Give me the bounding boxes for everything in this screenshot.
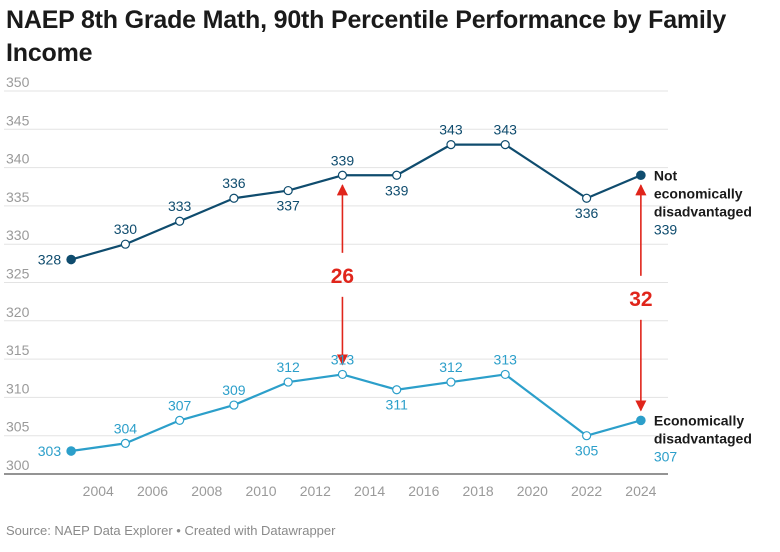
data-label-1-7: 312 xyxy=(439,359,463,375)
x-tick-label-2004: 2004 xyxy=(83,483,114,499)
series-name-0-line-1: economically xyxy=(654,185,743,201)
series-end-labels: Not economically disadvantaged 339 Economica… xyxy=(654,167,752,464)
data-point-0-2 xyxy=(175,216,185,226)
data-label-0-8: 343 xyxy=(494,122,518,138)
data-point-1-7 xyxy=(446,377,456,387)
data-label-0-6: 339 xyxy=(385,182,409,198)
series-name-0-line-0: Not xyxy=(654,167,678,183)
series-lines xyxy=(66,140,646,456)
data-point-1-2 xyxy=(175,415,185,425)
series-name-1-line-1: disadvantaged xyxy=(654,430,752,446)
data-point-1-1 xyxy=(120,438,130,448)
x-tick-label-2018: 2018 xyxy=(463,483,494,499)
data-label-0-4: 337 xyxy=(276,198,300,214)
gridlines xyxy=(4,90,668,475)
data-label-0-1: 330 xyxy=(114,221,138,237)
y-tick-label-310: 310 xyxy=(6,380,30,396)
source-note: Source: NAEP Data Explorer • Created wit… xyxy=(6,523,336,538)
x-tick-label-2024: 2024 xyxy=(625,483,656,499)
series-name-0-line-2: disadvantaged xyxy=(654,203,752,219)
series-end-value-1: 307 xyxy=(654,448,678,464)
data-label-0-5: 339 xyxy=(331,152,355,168)
x-tick-label-2022: 2022 xyxy=(571,483,602,499)
data-label-0-2: 333 xyxy=(168,198,192,214)
data-label-1-2: 307 xyxy=(168,397,192,413)
data-labels: 328 330 333 336 337 339 339 343 343 336 303 304 307 3… xyxy=(38,122,599,459)
y-tick-label-300: 300 xyxy=(6,457,30,473)
data-point-0-8 xyxy=(500,140,510,150)
gap-annotations: 26 32 xyxy=(331,184,653,412)
gap-label-1: 32 xyxy=(629,288,652,311)
chart-title: NAEP 8th Grade Math, 90th Percentile Per… xyxy=(6,6,727,67)
data-label-1-6: 311 xyxy=(386,397,409,413)
data-label-1-8: 313 xyxy=(494,351,518,367)
data-point-1-0 xyxy=(66,446,76,456)
data-label-1-3: 309 xyxy=(222,382,246,398)
y-tick-label-345: 345 xyxy=(6,112,30,128)
x-tick-label-2014: 2014 xyxy=(354,483,385,499)
data-point-1-4 xyxy=(283,377,293,387)
series-name-1-line-0: Economically xyxy=(654,412,744,428)
y-tick-label-305: 305 xyxy=(6,419,30,435)
data-point-1-10 xyxy=(636,415,646,426)
x-tick-label-2016: 2016 xyxy=(408,483,439,499)
series-line-1 xyxy=(70,373,642,453)
y-axis-ticks: 300 305 310 315 320 325 330 335 340 345 350 xyxy=(6,74,30,473)
series-line-0 xyxy=(70,143,642,261)
data-label-1-4: 312 xyxy=(276,359,300,375)
data-point-1-8 xyxy=(500,369,510,380)
data-label-0-9: 336 xyxy=(575,205,599,221)
gap-label-0: 26 xyxy=(331,265,354,288)
data-label-1-1: 304 xyxy=(114,420,138,436)
y-tick-label-335: 335 xyxy=(6,189,30,205)
y-tick-label-325: 325 xyxy=(6,266,30,282)
y-tick-label-315: 315 xyxy=(6,342,30,358)
data-point-1-5 xyxy=(337,369,348,380)
data-point-0-10 xyxy=(636,170,646,181)
data-point-0-1 xyxy=(120,239,130,249)
data-label-1-0: 303 xyxy=(38,443,62,459)
x-tick-label-2008: 2008 xyxy=(191,483,222,499)
data-point-0-3 xyxy=(229,193,239,203)
data-point-0-7 xyxy=(446,140,456,150)
data-label-0-3: 336 xyxy=(222,175,246,191)
data-point-0-5 xyxy=(337,170,348,180)
data-point-0-6 xyxy=(392,170,402,180)
x-tick-label-2010: 2010 xyxy=(245,483,276,499)
data-label-0-0: 328 xyxy=(38,252,62,268)
y-tick-label-330: 330 xyxy=(6,227,30,243)
data-label-1-5: 313 xyxy=(331,351,355,367)
series-end-value-0: 339 xyxy=(654,221,678,237)
data-point-1-9 xyxy=(582,431,592,441)
data-label-0-7: 343 xyxy=(439,122,463,138)
data-point-0-0 xyxy=(66,254,76,265)
x-tick-label-2012: 2012 xyxy=(300,483,331,499)
data-point-0-4 xyxy=(283,185,293,196)
data-point-0-9 xyxy=(582,193,592,203)
x-tick-label-2020: 2020 xyxy=(517,483,548,499)
data-label-1-9: 305 xyxy=(575,443,599,459)
data-point-1-3 xyxy=(229,400,239,410)
x-tick-label-2006: 2006 xyxy=(137,483,168,499)
y-tick-label-340: 340 xyxy=(6,151,30,167)
x-axis-ticks: 2004 2006 2008 2010 2012 2014 2016 2018 2020 2022… xyxy=(83,483,657,499)
y-tick-label-350: 350 xyxy=(6,74,30,90)
data-point-1-6 xyxy=(392,385,402,395)
y-tick-label-320: 320 xyxy=(6,304,30,320)
